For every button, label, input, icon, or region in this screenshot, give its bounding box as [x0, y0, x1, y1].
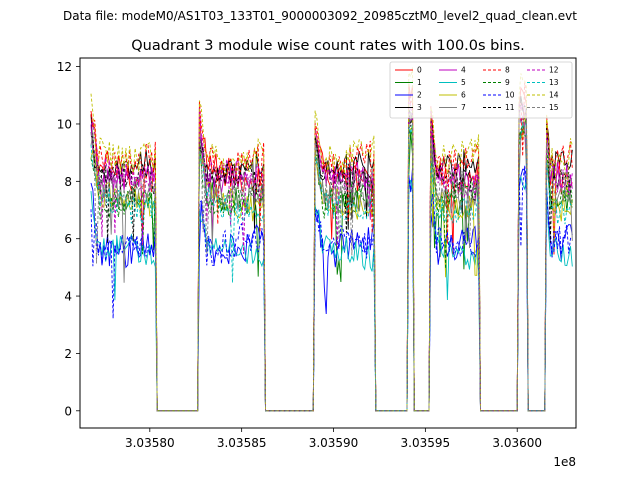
legend-label-3: 3 — [417, 103, 422, 112]
legend-label-6: 6 — [461, 91, 466, 100]
legend-label-8: 8 — [505, 66, 510, 75]
series-line-15 — [90, 111, 573, 412]
y-tick-label: 10 — [57, 117, 72, 131]
y-tick-label: 0 — [64, 404, 72, 418]
legend-label-11: 11 — [505, 103, 515, 112]
plot-area — [79, 57, 577, 429]
chart-title: Quadrant 3 module wise count rates with … — [131, 38, 525, 54]
legend-label-10: 10 — [505, 91, 515, 100]
legend-box — [389, 61, 573, 119]
x-tick-label: 3.03580 — [125, 436, 175, 450]
legend-label-14: 14 — [549, 91, 559, 100]
y-tick-label: 12 — [57, 60, 72, 74]
series-line-14 — [90, 67, 573, 412]
legend-label-2: 2 — [417, 91, 422, 100]
x-tick-label: 3.03585 — [217, 436, 267, 450]
legend-label-4: 4 — [461, 66, 466, 75]
legend-label-15: 15 — [549, 103, 559, 112]
y-tick-label: 2 — [64, 347, 72, 361]
x-axis: 3.03580 3.03585 3.03590 3.03595 3.03600 — [125, 428, 542, 450]
y-tick-label: 6 — [64, 232, 72, 246]
legend-label-13: 13 — [549, 78, 559, 87]
series-line-10 — [90, 165, 573, 412]
y-tick-label: 4 — [64, 290, 72, 304]
legend-label-12: 12 — [549, 66, 559, 75]
y-axis: 0 2 4 6 8 10 12 — [57, 60, 80, 418]
y-tick-label: 8 — [64, 175, 72, 189]
x-tick-label: 3.03600 — [492, 436, 542, 450]
suptitle: Data file: modeM0/AS1T03_133T01_90000030… — [63, 9, 577, 23]
x-offset-label: 1e8 — [553, 455, 576, 469]
legend-label-5: 5 — [461, 78, 466, 87]
legend-label-0: 0 — [417, 66, 422, 75]
legend-label-7: 7 — [461, 103, 466, 112]
series-layer — [90, 67, 573, 412]
x-tick-label: 3.03595 — [401, 436, 451, 450]
legend-label-9: 9 — [505, 78, 510, 87]
x-tick-label: 3.03590 — [309, 436, 359, 450]
axes-frame — [79, 57, 577, 429]
legend-label-1: 1 — [417, 78, 422, 87]
